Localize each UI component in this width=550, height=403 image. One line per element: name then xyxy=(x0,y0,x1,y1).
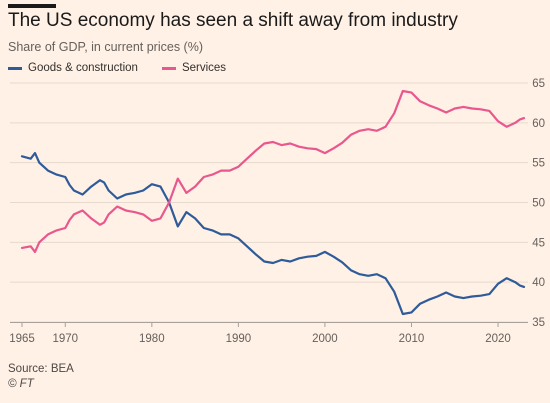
x-tick-label-1965: 1965 xyxy=(9,333,35,345)
legend: Goods & construction Services xyxy=(8,62,250,74)
source-note: Source: BEA xyxy=(8,363,74,375)
x-tick-label-1990: 1990 xyxy=(226,333,252,345)
legend-swatch-services xyxy=(161,66,176,70)
legend-label-services: Services xyxy=(181,62,227,74)
y-tick-label-65: 65 xyxy=(532,78,545,90)
legend-label-goods: Goods & construction xyxy=(28,62,138,74)
y-tick-label-60: 60 xyxy=(532,118,545,130)
x-tick-label-1980: 1980 xyxy=(139,333,165,345)
series-line-goods-construction xyxy=(20,152,526,316)
y-tick-label-55: 55 xyxy=(532,158,545,170)
x-tick-label-2010: 2010 xyxy=(399,333,425,345)
chart-subtitle: Share of GDP, in current prices (%) xyxy=(8,40,203,54)
series-line-services xyxy=(20,89,526,253)
x-tick-label-2000: 2000 xyxy=(312,333,338,345)
y-tick-label-35: 35 xyxy=(532,317,545,329)
ft-brand-bar xyxy=(8,4,56,8)
legend-item-services: Services xyxy=(161,62,227,74)
legend-item-goods: Goods & construction xyxy=(8,62,138,74)
chart-title: The US economy has seen a shift away fro… xyxy=(8,10,458,31)
legend-swatch-goods xyxy=(8,66,22,70)
ft-credit: © FT xyxy=(8,378,34,390)
y-tick-label-45: 45 xyxy=(532,237,545,249)
y-tick-label-40: 40 xyxy=(532,277,545,289)
x-tick-label-2020: 2020 xyxy=(485,333,511,345)
y-tick-label-50: 50 xyxy=(532,198,545,210)
x-tick-label-1970: 1970 xyxy=(52,333,78,345)
